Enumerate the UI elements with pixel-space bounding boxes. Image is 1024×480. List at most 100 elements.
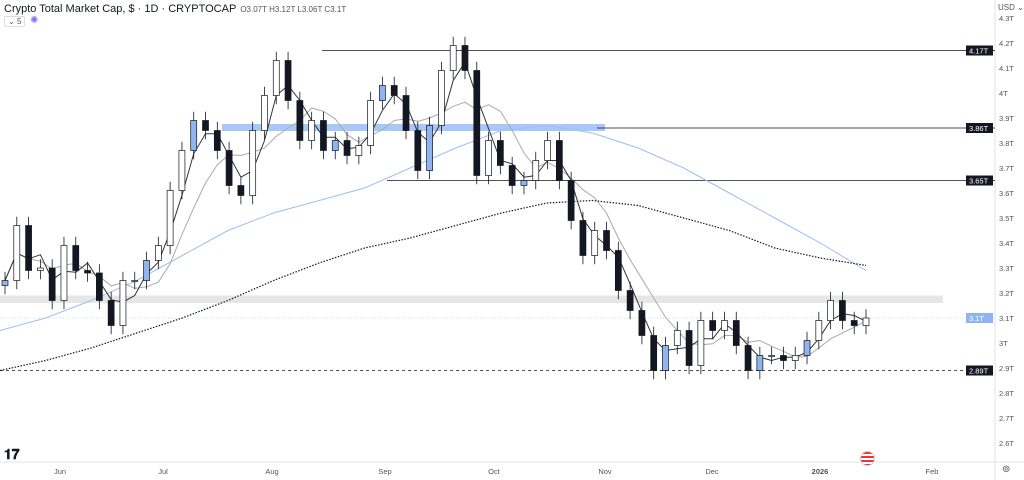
candle-up — [272, 60, 280, 96]
currency-selector[interactable]: USD ⌄ — [998, 3, 1024, 12]
candle-down — [25, 225, 32, 271]
candle-up — [721, 320, 728, 331]
chart-header: Crypto Total Market Cap, $ · 1D · CRYPTO… — [4, 3, 346, 15]
candle-up — [449, 45, 457, 71]
x-tick-label: Aug — [265, 467, 278, 476]
candle-down — [685, 330, 693, 366]
tradingview-logo: 𝟏𝟕 — [4, 446, 20, 462]
level-label-bg — [966, 45, 993, 56]
y-tick-label: 3.5T — [999, 214, 1014, 223]
candle-down — [850, 320, 858, 326]
candle-up — [426, 125, 433, 171]
candle-down — [650, 335, 658, 371]
x-tick-label: Jul — [158, 467, 168, 476]
y-tick-label: 2.7T — [999, 414, 1014, 423]
candle-down — [284, 60, 292, 101]
x-tick-label: 2026 — [812, 467, 829, 476]
candle-down — [402, 95, 410, 131]
slow-moving-average-line — [4, 101, 867, 358]
fast-moving-average-line — [4, 61, 867, 362]
candle-up — [544, 140, 551, 161]
y-tick-label: 2.8T — [999, 389, 1014, 398]
candle-down — [296, 100, 304, 141]
ohlc-high: H3.12T — [269, 5, 296, 14]
candle-up — [367, 100, 374, 146]
candle-down — [709, 320, 717, 331]
candle-up — [768, 355, 775, 357]
settings-icon[interactable]: ⊚ — [1002, 464, 1011, 475]
y-tick-label: 3.2T — [999, 289, 1014, 298]
candle-up — [379, 85, 386, 101]
candle-down — [626, 290, 634, 311]
level-label: 3.86T — [969, 124, 989, 133]
y-tick-label: 3.3T — [999, 264, 1014, 273]
y-tick-label: 3.4T — [999, 239, 1014, 248]
candle-down — [202, 120, 209, 131]
candle-up — [355, 145, 363, 156]
candle-up — [178, 150, 186, 191]
y-tick-label: 2.9T — [999, 364, 1014, 373]
candle-up — [60, 245, 68, 301]
y-tick-label: 3.9T — [999, 114, 1014, 123]
candle-down — [555, 140, 563, 181]
candle-up — [154, 245, 162, 261]
y-tick-label: 4.2T — [999, 39, 1014, 48]
y-tick-label: 3.8T — [999, 139, 1014, 148]
level-label: 2.89T — [969, 367, 989, 376]
candle-up — [131, 280, 139, 282]
candle-down — [390, 85, 398, 96]
y-tick-label: 3T — [999, 339, 1008, 348]
candle-up — [438, 70, 445, 126]
level-label: 4.17T — [969, 47, 989, 56]
candle-down — [320, 120, 327, 151]
candle-up — [37, 267, 44, 271]
ohlc-open: O3.07T — [240, 5, 267, 14]
y-tick-label: 4.3T — [999, 14, 1014, 23]
candle-up — [331, 140, 339, 151]
candle-down — [567, 180, 575, 221]
candle-down — [107, 300, 115, 326]
candle-down — [343, 140, 351, 156]
candle-up — [791, 355, 799, 361]
candle-down — [96, 272, 103, 301]
candle-down — [461, 45, 469, 71]
candle-up — [119, 280, 127, 326]
loading-icon: ✺ — [30, 15, 39, 26]
candle-down — [497, 140, 504, 166]
candle-up — [1, 280, 9, 286]
y-tick-label: 4.1T — [999, 64, 1014, 73]
candle-down — [839, 300, 846, 321]
x-tick-label: Sep — [378, 467, 391, 476]
ma200-line — [0, 199, 867, 372]
candle-down — [473, 70, 481, 176]
candle-down — [614, 250, 622, 291]
candle-down — [48, 267, 56, 301]
x-tick-label: Nov — [598, 467, 612, 476]
candle-up — [143, 260, 150, 281]
candle-up — [862, 317, 870, 326]
candle-down — [225, 150, 233, 186]
last-price-label: 3.1T — [969, 314, 984, 323]
candle-up — [815, 320, 823, 341]
events-flag-icon[interactable] — [860, 451, 875, 466]
symbol-title[interactable]: Crypto Total Market Cap, $ · 1D · CRYPTO… — [4, 3, 237, 15]
candle-up — [662, 345, 669, 371]
candle-down — [732, 320, 740, 346]
candle-up — [261, 95, 268, 131]
candle-up — [13, 225, 21, 281]
x-tick-label: Dec — [705, 467, 719, 476]
candle-down — [213, 130, 221, 151]
last-price-label-bg — [966, 313, 993, 323]
candle-down — [780, 355, 787, 361]
candle-up — [532, 160, 540, 181]
candle-up — [249, 130, 257, 196]
candle-up — [308, 120, 316, 141]
level-label-bg — [966, 175, 993, 186]
level-label-bg — [966, 365, 993, 376]
indicators-toggle[interactable]: ⌄ 5 — [4, 16, 26, 27]
candle-down — [603, 230, 610, 251]
candle-up — [673, 330, 681, 346]
candle-up — [803, 340, 811, 356]
level-label-bg — [966, 123, 993, 133]
